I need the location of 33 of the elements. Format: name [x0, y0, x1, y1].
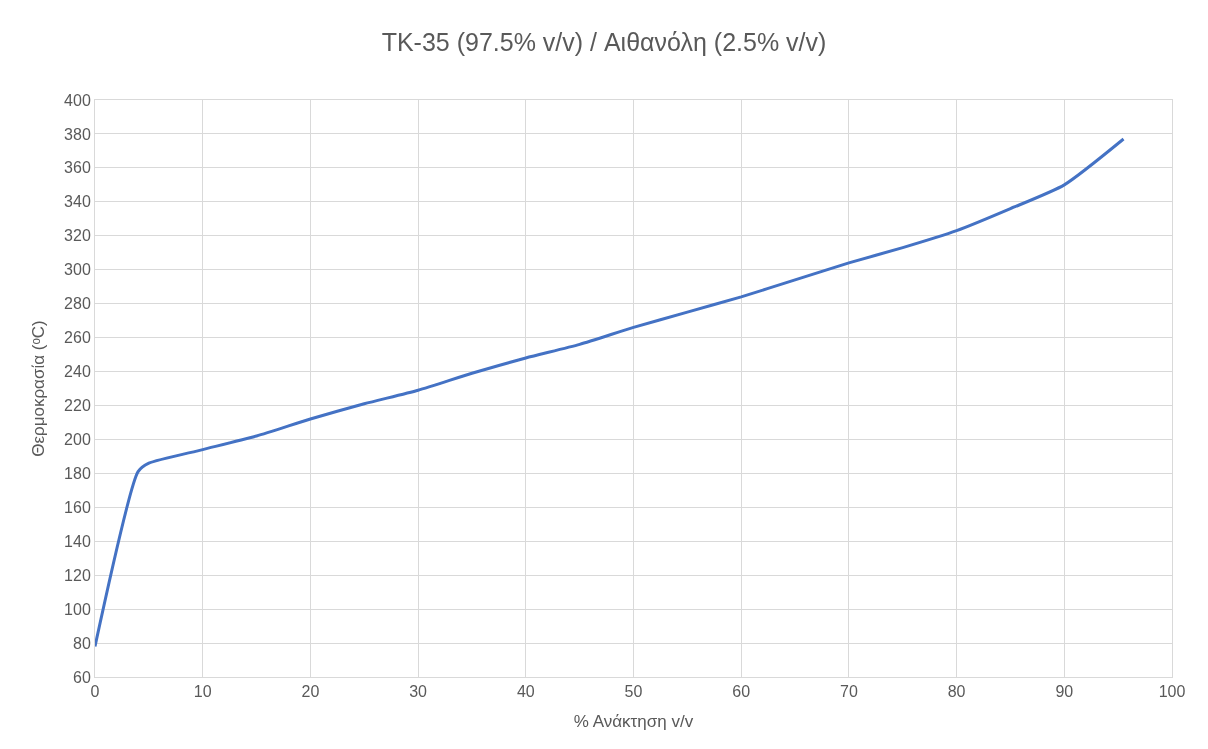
y-tick-label: 320 [64, 227, 91, 245]
y-tick-label: 200 [64, 431, 91, 449]
y-tick-label: 400 [64, 91, 91, 109]
y-tick-label: 340 [64, 193, 91, 211]
y-tick-label: 360 [64, 159, 91, 177]
x-tick-label: 10 [193, 683, 212, 701]
y-axis-title: Θερμοκρασία (ᵒC) [28, 320, 48, 457]
y-tick-label: 220 [64, 397, 91, 415]
x-tick-label: 80 [947, 683, 966, 701]
x-tick-label: 90 [1055, 683, 1074, 701]
x-tick-label: 70 [840, 683, 858, 701]
y-tick-label: 60 [73, 668, 91, 686]
x-tick-label: 60 [732, 683, 751, 701]
chart-title: TK-35 (97.5% v/v) / Αιθανόλη (2.5% v/v) [381, 28, 827, 57]
y-tick-label: 260 [64, 329, 91, 347]
y-tick-label: 240 [64, 363, 91, 381]
line-series [95, 137, 1126, 648]
x-tick-label: 30 [409, 683, 428, 701]
y-tick-label: 100 [64, 600, 91, 618]
y-tick-label: 180 [64, 464, 91, 482]
y-tick-label: 280 [64, 295, 91, 313]
y-tick-label: 300 [64, 261, 91, 279]
y-tick-label: 380 [64, 125, 91, 143]
x-axis-title: % Ανάκτηση v/v [573, 711, 694, 731]
y-tick-label: 120 [64, 566, 91, 584]
y-tick-label: 140 [64, 532, 91, 550]
y-tick-label: 160 [64, 498, 91, 516]
x-tick-label: 0 [90, 683, 100, 701]
y-tick-label: 80 [73, 634, 91, 652]
x-tick-label: 20 [301, 683, 320, 701]
x-tick-label: 40 [516, 683, 535, 701]
x-tick-label: 100 [1158, 683, 1186, 701]
x-tick-label: 50 [624, 683, 643, 701]
